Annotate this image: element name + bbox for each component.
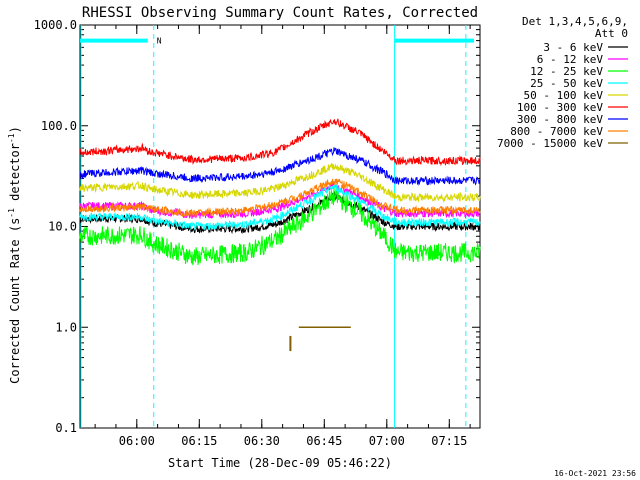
legend-label: 25 - 50 keV [530,77,603,90]
legend-header: Det 1,3,4,5,6,9, [522,15,628,28]
legend-label: 12 - 25 keV [530,65,603,78]
legend-label: 300 - 800 keV [517,113,603,126]
series-line [79,147,481,187]
legend-label: 7000 - 15000 keV [497,137,603,150]
y-tick-label: 10.0 [48,220,77,234]
x-tick-label: 07:15 [431,434,467,448]
y-tick-label: 1.0 [55,320,77,334]
legend-label: 50 - 100 keV [524,89,604,102]
flag-label: N [157,37,162,46]
legend-header: Att 0 [595,27,628,40]
x-tick-label: 06:30 [244,434,280,448]
series-line [79,118,481,167]
y-axis-label-part3: ) [8,126,22,133]
y-axis-label-part1: Corrected Count Rate (s [8,218,22,384]
x-axis-label: Start Time (28-Dec-09 05:46:22) [168,456,392,470]
y-tick-labels: 1000.0 100.0 10.0 1.0 0.1 [34,18,77,435]
series-line [79,180,481,220]
legend-label: 800 - 7000 keV [510,125,603,138]
y-tick-label: 1000.0 [34,18,77,32]
series-line [79,163,481,203]
series-layer [79,118,481,352]
legend-label: 6 - 12 keV [537,53,604,66]
x-tick-label: 06:00 [119,434,155,448]
x-tick-labels: 06:00 06:15 06:30 06:45 07:00 07:15 [119,434,468,448]
series-line [79,182,481,231]
x-tick-label: 06:45 [306,434,342,448]
series-line [79,190,481,235]
y-axis-label-sup1: -1 [7,208,16,218]
plot-axes [79,24,481,429]
series-line [79,187,481,266]
y-tick-label: 100.0 [41,119,77,133]
chart-title: RHESSI Observing Summary Count Rates, Co… [82,5,478,21]
timestamp: 16-Oct-2021 23:56 [554,469,636,478]
y-axis-label-sup2: -1 [7,133,16,143]
x-tick-label: 06:15 [181,434,217,448]
y-axis-label: Corrected Count Rate (s-1 detector-1) [7,126,22,384]
y-axis-label-part2: detector [8,143,22,208]
y-tick-label: 0.1 [55,421,77,435]
legend-label: 100 - 300 keV [517,101,603,114]
x-tick-label: 07:00 [369,434,405,448]
legend-label: 3 - 6 keV [543,41,603,54]
series-line [79,178,481,218]
